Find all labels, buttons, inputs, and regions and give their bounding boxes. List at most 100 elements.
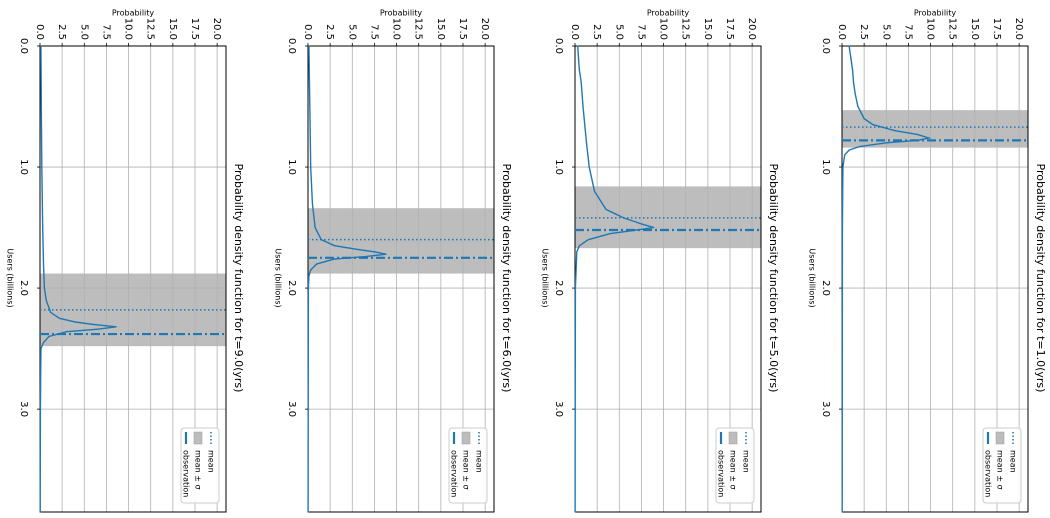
pdf-point [844,154,846,156]
tick-label-probability: 7.5 [635,24,646,40]
pdf-point [928,137,930,139]
pdf-point [863,118,865,120]
axis-label-users: Users (billions) [808,248,817,307]
tick-label-probability: 2.5 [591,24,602,40]
pdf-point [307,287,310,289]
pdf-point [857,105,859,108]
legend-label: mean ± σ [996,450,1005,490]
tick-label-probability: 12.5 [145,18,156,40]
chart-panel-2: 0.0 2.5 5.0 7.5 10.0 12.5 15.0 17.5 20.0 0.0 1.0 2.… [274,9,513,513]
pdf-point [42,263,45,265]
tick-label-users: 2.0 [18,280,29,296]
pdf-point [574,287,577,289]
tick-label-probability: 0.0 [34,24,45,40]
pdf-point [916,139,918,142]
pdf-point [310,166,312,168]
pdf-point [852,69,854,71]
pdf-point [364,256,367,258]
tick-label-probability: 10.0 [123,18,134,40]
tick-label-probability: 2.5 [56,24,67,40]
pdf-point [50,311,52,313]
tick-label-users: 0.0 [18,38,29,54]
legend-band-swatch [728,431,738,445]
pdf-point [872,124,874,126]
legend-label: mean [742,450,751,473]
tick-label-probability: 5.0 [880,24,891,40]
std-band [842,110,1028,148]
pdf-point [314,226,316,229]
pdf-point [848,149,850,151]
pdf-point [577,57,580,59]
pdf-point [320,239,322,241]
pdf-point [40,45,42,47]
tick-label-users: 3.0 [286,401,297,417]
legend-box [180,427,220,504]
legend-label: mean ± σ [462,450,471,490]
pdf-point [308,275,310,277]
pdf-point [373,251,376,253]
tick-label-probability: 0.0 [302,24,313,40]
legend-label: observation [717,450,726,497]
pdf-point [41,166,43,168]
tick-label-probability: 20.0 [1013,18,1024,40]
pdf-point [307,511,309,513]
pdf-point [309,105,311,108]
pdf-curve [307,45,387,513]
tick-label-users: 1.0 [18,159,29,175]
pdf-point [609,233,612,235]
pdf-point [48,335,50,338]
pdf-point [916,133,918,135]
pdf-point [43,287,46,289]
pdf-point [588,166,590,168]
legend-label: observation [450,450,459,497]
pdf-point [96,328,99,330]
pdf-point [316,263,318,265]
pdf-point [885,142,887,144]
pdf-point [623,217,625,219]
legend-band-swatch [193,431,203,445]
tick-label-users: 0.0 [286,38,297,54]
axis-label-users: Users (billions) [274,248,283,307]
tick-label-users: 2.0 [286,280,297,296]
tick-label-probability: 17.5 [724,18,735,40]
pdf-point [841,226,844,229]
plot-frame [39,45,227,513]
std-band [308,208,494,274]
tick-label-probability: 15.0 [969,18,980,40]
pdf-point [580,81,582,83]
tick-label-probability: 2.5 [324,24,335,40]
plot-frame [574,45,762,513]
pdf-point [308,45,310,47]
tick-label-probability: 7.5 [902,24,913,40]
tick-label-probability: 2.5 [858,24,869,40]
tick-label-probability: 12.5 [680,18,691,40]
axis-label-probability: Probability [647,9,690,18]
pdf-point [841,511,843,513]
chart-title: Probability density function for t=9.0(y… [232,164,245,393]
pdf-point [39,511,41,513]
axis-label-probability: Probability [380,9,423,18]
tick-label-users: 3.0 [553,401,564,417]
pdf-point [578,245,581,247]
pdf-point [593,190,596,192]
plot-frame [307,45,495,513]
pdf-point [115,326,117,328]
tick-label-probability: 17.5 [189,18,200,40]
pdf-point [65,331,68,333]
pdf-point [859,145,861,148]
legend-label: observation [984,450,993,497]
tick-label-users: 1.0 [286,159,297,175]
pdf-point [848,45,850,47]
pdf-point [653,226,655,229]
tick-label-probability: 20.0 [479,18,490,40]
pdf-point [356,248,358,250]
legend-band-swatch [461,431,471,445]
pdf-point [40,105,42,108]
legend-label: observation [182,450,191,497]
tick-label-probability: 0.0 [569,24,580,40]
tick-label-probability: 5.0 [613,24,624,40]
